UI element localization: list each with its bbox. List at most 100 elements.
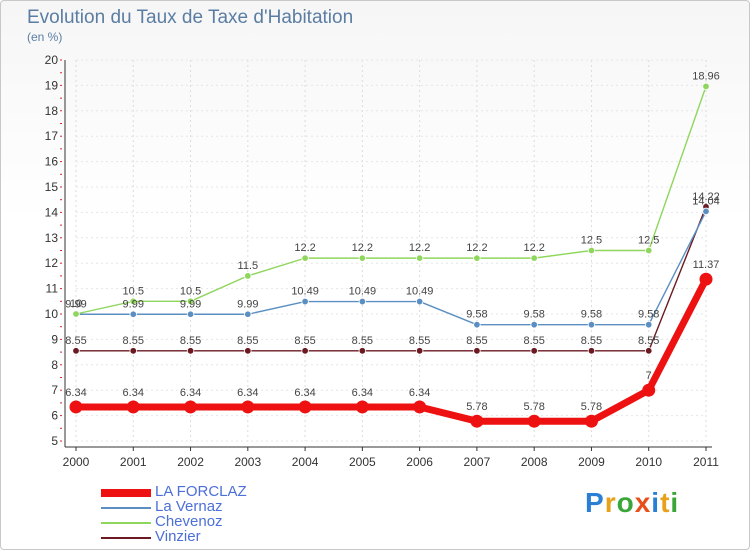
- data-labels: 8.55 8.55 8.55 8.55 8.55 8.55 8.55 8.55 8.55 8.55…: [65, 70, 719, 413]
- point-la-forclaz: [69, 400, 83, 414]
- data-label-vinzier: 8.55: [581, 335, 602, 347]
- data-label-vinzier: 8.55: [409, 335, 430, 347]
- point-chevenoz: [473, 254, 481, 262]
- legend-label-la-vernaz: La Vernaz: [155, 498, 223, 515]
- point-chevenoz: [530, 254, 538, 262]
- point-la-forclaz: [699, 272, 713, 286]
- data-label-la-forclaz: 5.78: [523, 401, 544, 413]
- point-chevenoz: [587, 246, 596, 255]
- data-label-chevenoz: 10.5: [180, 285, 201, 297]
- data-label-la-forclaz: 6.34: [294, 387, 315, 399]
- data-label-vinzier: 8.55: [65, 335, 86, 347]
- point-la-vernaz: [301, 297, 309, 306]
- legend-swatch-la-forclaz: [101, 489, 151, 497]
- point-vinzier: [473, 347, 481, 355]
- data-label-chevenoz: 11.5: [238, 260, 259, 272]
- y-tick-label: 7: [51, 383, 58, 397]
- point-la-vernaz: [530, 320, 538, 329]
- point-la-forclaz: [184, 400, 198, 414]
- data-label-chevenoz: 10: [70, 298, 82, 310]
- point-la-forclaz: [642, 383, 656, 397]
- data-label-vinzier: 8.55: [180, 335, 201, 347]
- series-line-la-vernaz: [76, 211, 707, 326]
- data-label-la-vernaz: 9.58: [638, 309, 659, 321]
- x-axis-ticks: 2000 2001 2002 2003 2004 2005 2006 2007 2008 2009…: [63, 447, 719, 469]
- x-tick-label: 2007: [464, 455, 491, 469]
- data-label-la-vernaz: 10.49: [349, 286, 377, 298]
- data-label-vinzier: 8.55: [352, 335, 373, 347]
- y-tick-label: 12: [45, 256, 59, 270]
- point-la-vernaz: [415, 297, 424, 306]
- y-tick-label: 11: [46, 282, 59, 296]
- point-vinzier: [244, 347, 252, 355]
- y-axis-ticks: 5 6 7 8 9 10 11 12 13 14 15 16 17 18 19 20: [45, 53, 59, 448]
- series-line-la-forclaz: [76, 277, 710, 425]
- data-label-chevenoz: 10.5: [123, 285, 144, 297]
- series-line-chevenoz: [75, 86, 707, 315]
- point-vinzier: [415, 347, 424, 355]
- point-vinzier: [587, 347, 596, 355]
- data-label-la-vernaz: 10.49: [406, 286, 434, 298]
- x-tick-label: 2011: [693, 455, 719, 469]
- data-label-chevenoz: 18.96: [692, 70, 720, 82]
- data-label-la-forclaz: 6.34: [409, 387, 430, 399]
- data-label-la-vernaz: 14.04: [692, 195, 720, 207]
- point-la-forclaz: [355, 400, 369, 414]
- data-label-la-forclaz: 7: [646, 370, 652, 382]
- x-tick-label: 2004: [292, 455, 319, 469]
- chart-title: Evolution du Taux de Taxe d'Habitation: [27, 7, 354, 28]
- point-chevenoz: [358, 254, 367, 262]
- y-tick-label: 10: [45, 307, 59, 321]
- point-la-vernaz: [358, 297, 367, 306]
- series-lines: [69, 82, 713, 428]
- data-label-la-forclaz: 5.78: [581, 401, 602, 413]
- point-la-forclaz: [584, 414, 598, 428]
- y-tick-label: 13: [45, 231, 59, 245]
- point-chevenoz: [415, 254, 424, 262]
- data-label-la-vernaz: 9.58: [581, 309, 602, 321]
- legend-label-chevenoz: Chevenoz: [155, 513, 223, 530]
- y-tick-label: 9: [51, 332, 58, 346]
- legend-label-vinzier: Vinzier: [155, 528, 201, 545]
- point-la-forclaz: [126, 400, 140, 414]
- proxiti-logo[interactable]: Proxiti: [585, 487, 680, 518]
- point-vinzier: [645, 347, 653, 355]
- data-label-chevenoz: 12.2: [409, 242, 430, 254]
- y-tick-label: 18: [45, 104, 59, 118]
- y-tick-label: 14: [45, 205, 59, 219]
- data-label-la-vernaz: 10.49: [291, 286, 319, 298]
- y-tick-label: 5: [51, 434, 58, 448]
- x-tick-label: 2009: [578, 455, 605, 469]
- legend-swatch-chevenoz: [101, 522, 151, 524]
- point-la-forclaz: [527, 414, 541, 428]
- y-tick-label: 15: [45, 180, 59, 194]
- data-label-la-vernaz: 9.99: [123, 298, 144, 310]
- y-tick-label: 16: [45, 155, 59, 169]
- data-label-vinzier: 8.55: [237, 335, 258, 347]
- data-label-la-vernaz: 9.58: [466, 309, 487, 321]
- data-label-chevenoz: 12.2: [352, 242, 373, 254]
- data-label-chevenoz: 12.5: [638, 235, 659, 247]
- y-tick-label: 6: [51, 409, 58, 423]
- data-label-la-vernaz: 9.99: [237, 298, 258, 310]
- data-label-chevenoz: 12.2: [466, 242, 487, 254]
- point-la-vernaz: [129, 310, 137, 318]
- data-label-la-forclaz: 11.37: [693, 259, 720, 271]
- x-tick-label: 2010: [635, 455, 662, 469]
- data-label-vinzier: 14.22: [692, 191, 720, 203]
- x-tick-label: 2002: [177, 455, 204, 469]
- point-vinzier: [301, 347, 309, 355]
- data-label-chevenoz: 12.2: [294, 242, 315, 254]
- point-la-vernaz: [244, 310, 252, 318]
- point-chevenoz: [244, 272, 252, 280]
- point-la-vernaz: [645, 320, 653, 329]
- point-vinzier: [358, 347, 367, 355]
- x-tick-label: 2000: [63, 455, 90, 469]
- y-tick-label: 20: [45, 53, 59, 67]
- point-chevenoz: [301, 254, 309, 262]
- x-tick-label: 2008: [521, 455, 548, 469]
- data-label-vinzier: 8.55: [466, 335, 487, 347]
- line-chart: 5 6 7 8 9 10 11 12 13 14 15 16 17 18 19 20 2000 2001 2002…: [45, 53, 720, 469]
- point-la-forclaz: [470, 414, 484, 428]
